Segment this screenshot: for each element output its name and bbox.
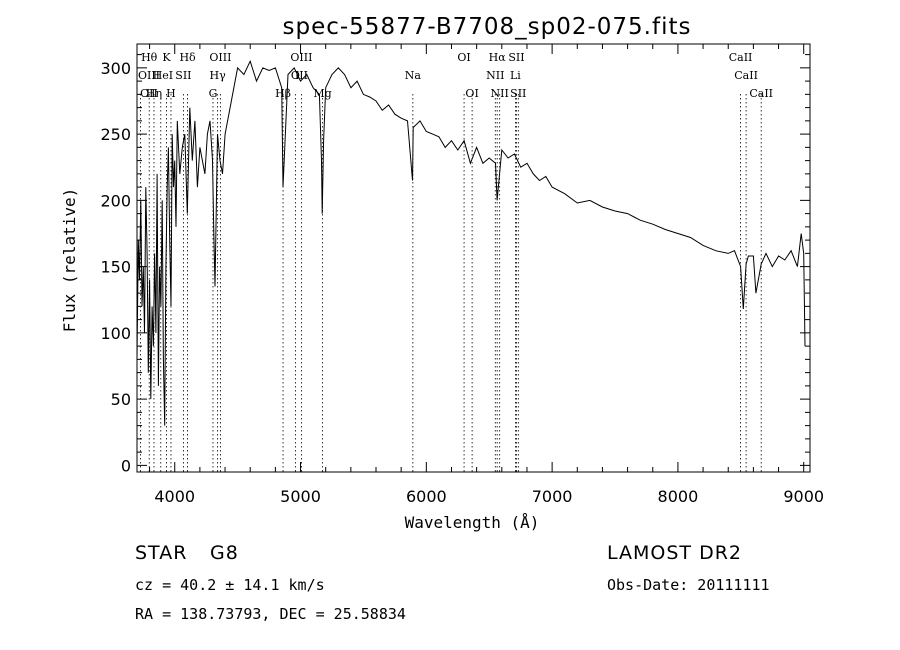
spectral-subclass: G8	[210, 542, 239, 564]
feature-label: III	[295, 69, 308, 82]
feature-label: Hα	[489, 51, 507, 64]
feature-label: Li	[510, 69, 521, 82]
feature-label: CaII	[729, 51, 753, 64]
x-tick-label: 8000	[658, 487, 699, 506]
feature-label: Hβ	[275, 87, 291, 100]
feature-label: Mg	[313, 87, 331, 100]
x-tick-label: 6000	[406, 487, 447, 506]
line-markers	[139, 94, 762, 472]
feature-label: Hγ	[210, 69, 227, 82]
feature-label: CaII	[734, 69, 758, 82]
y-tick-label: 200	[100, 191, 131, 210]
feature-label: Hθ	[141, 51, 158, 64]
y-axis-label: Flux (relative)	[60, 188, 79, 333]
x-tick-label: 5000	[280, 487, 321, 506]
feature-label: OIII	[290, 51, 312, 64]
x-axis-label: Wavelength (Å)	[405, 513, 540, 532]
feature-label: Hδ	[179, 51, 196, 64]
redshift-info: cz = 40.2 ± 14.1 km/s	[135, 576, 325, 594]
feature-label: H	[166, 87, 176, 100]
feature-label: OII	[140, 87, 158, 100]
feature-label: CaII	[749, 87, 773, 100]
y-tick-label: 50	[111, 390, 131, 409]
x-tick-label: 7000	[532, 487, 573, 506]
plot-frame	[136, 43, 811, 473]
y-axis: 0 50 100 150 200 250 300	[100, 54, 810, 475]
feature-label: K	[162, 51, 171, 64]
chart-title: spec-55877-B7708_sp02-075.fits	[283, 14, 692, 40]
y-tick-label: 0	[121, 456, 131, 475]
feature-label: SII	[508, 51, 524, 64]
feature-label: NII	[486, 69, 504, 82]
feature-label: He	[153, 69, 169, 82]
x-tick-label: 4000	[154, 487, 195, 506]
feature-label: NII	[491, 87, 509, 100]
x-tick-label: 9000	[783, 487, 824, 506]
y-tick-label: 250	[100, 125, 131, 144]
survey-name: LAMOST DR2	[607, 542, 742, 564]
spectrum-line	[136, 59, 806, 426]
y-tick-label: 100	[100, 324, 131, 343]
feature-label: O	[291, 69, 300, 82]
coordinates: RA = 138.73793, DEC = 25.58834	[135, 605, 406, 623]
feature-label: OIII	[209, 51, 231, 64]
feature-label: G	[209, 87, 218, 100]
x-axis: 4000 5000 6000 7000 8000 9000	[149, 44, 824, 506]
feature-label: Na	[405, 69, 422, 82]
feature-label: SII	[510, 87, 526, 100]
feature-label: Hη	[146, 87, 162, 100]
feature-label: SII	[175, 69, 191, 82]
feature-label: I	[169, 69, 173, 82]
y-tick-label: 300	[100, 59, 131, 78]
object-class: STAR	[135, 542, 188, 564]
obs-date: Obs-Date: 20111111	[607, 576, 770, 594]
feature-label: OI	[457, 51, 470, 64]
y-tick-label: 150	[100, 258, 131, 277]
feature-label: OI	[465, 87, 478, 100]
feature-label: OIII	[138, 69, 160, 82]
